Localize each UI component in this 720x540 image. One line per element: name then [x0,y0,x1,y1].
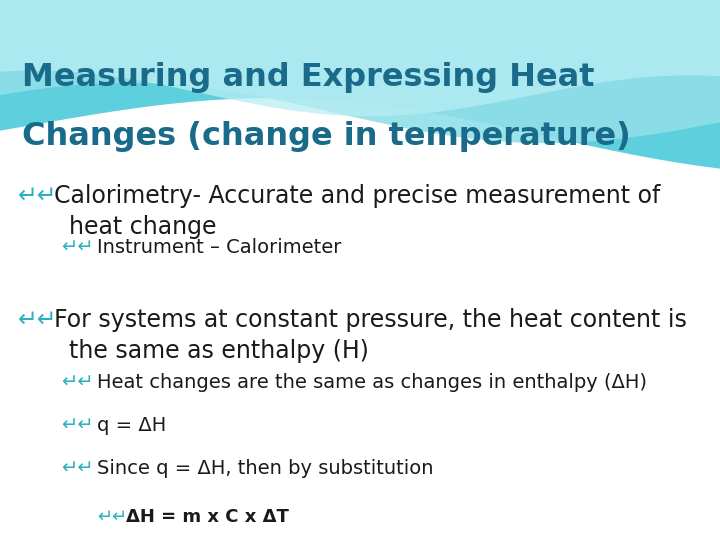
Polygon shape [0,0,720,143]
Polygon shape [0,0,720,168]
Text: ↵↵: ↵↵ [18,308,58,332]
Text: Heat changes are the same as changes in enthalpy (ΔH): Heat changes are the same as changes in … [97,373,647,392]
Text: ↵↵: ↵↵ [18,184,58,207]
Text: Instrument – Calorimeter: Instrument – Calorimeter [97,238,341,256]
Text: ↵↵: ↵↵ [61,416,94,435]
Text: ΔH = m x C x ΔT: ΔH = m x C x ΔT [126,508,289,525]
Text: q = ΔH: q = ΔH [97,416,166,435]
Text: Since q = ΔH, then by substitution: Since q = ΔH, then by substitution [97,459,433,478]
Text: For systems at constant pressure, the heat content is
  the same as enthalpy (H): For systems at constant pressure, the he… [54,308,687,363]
Text: ↵↵: ↵↵ [61,373,94,392]
Text: ↵↵: ↵↵ [61,238,94,256]
Polygon shape [0,0,720,116]
Text: Calorimetry- Accurate and precise measurement of
  heat change: Calorimetry- Accurate and precise measur… [54,184,660,239]
Text: Changes (change in temperature): Changes (change in temperature) [22,122,630,152]
Text: ↵↵: ↵↵ [97,508,127,525]
Text: ↵↵: ↵↵ [61,459,94,478]
Text: Measuring and Expressing Heat: Measuring and Expressing Heat [22,62,594,93]
